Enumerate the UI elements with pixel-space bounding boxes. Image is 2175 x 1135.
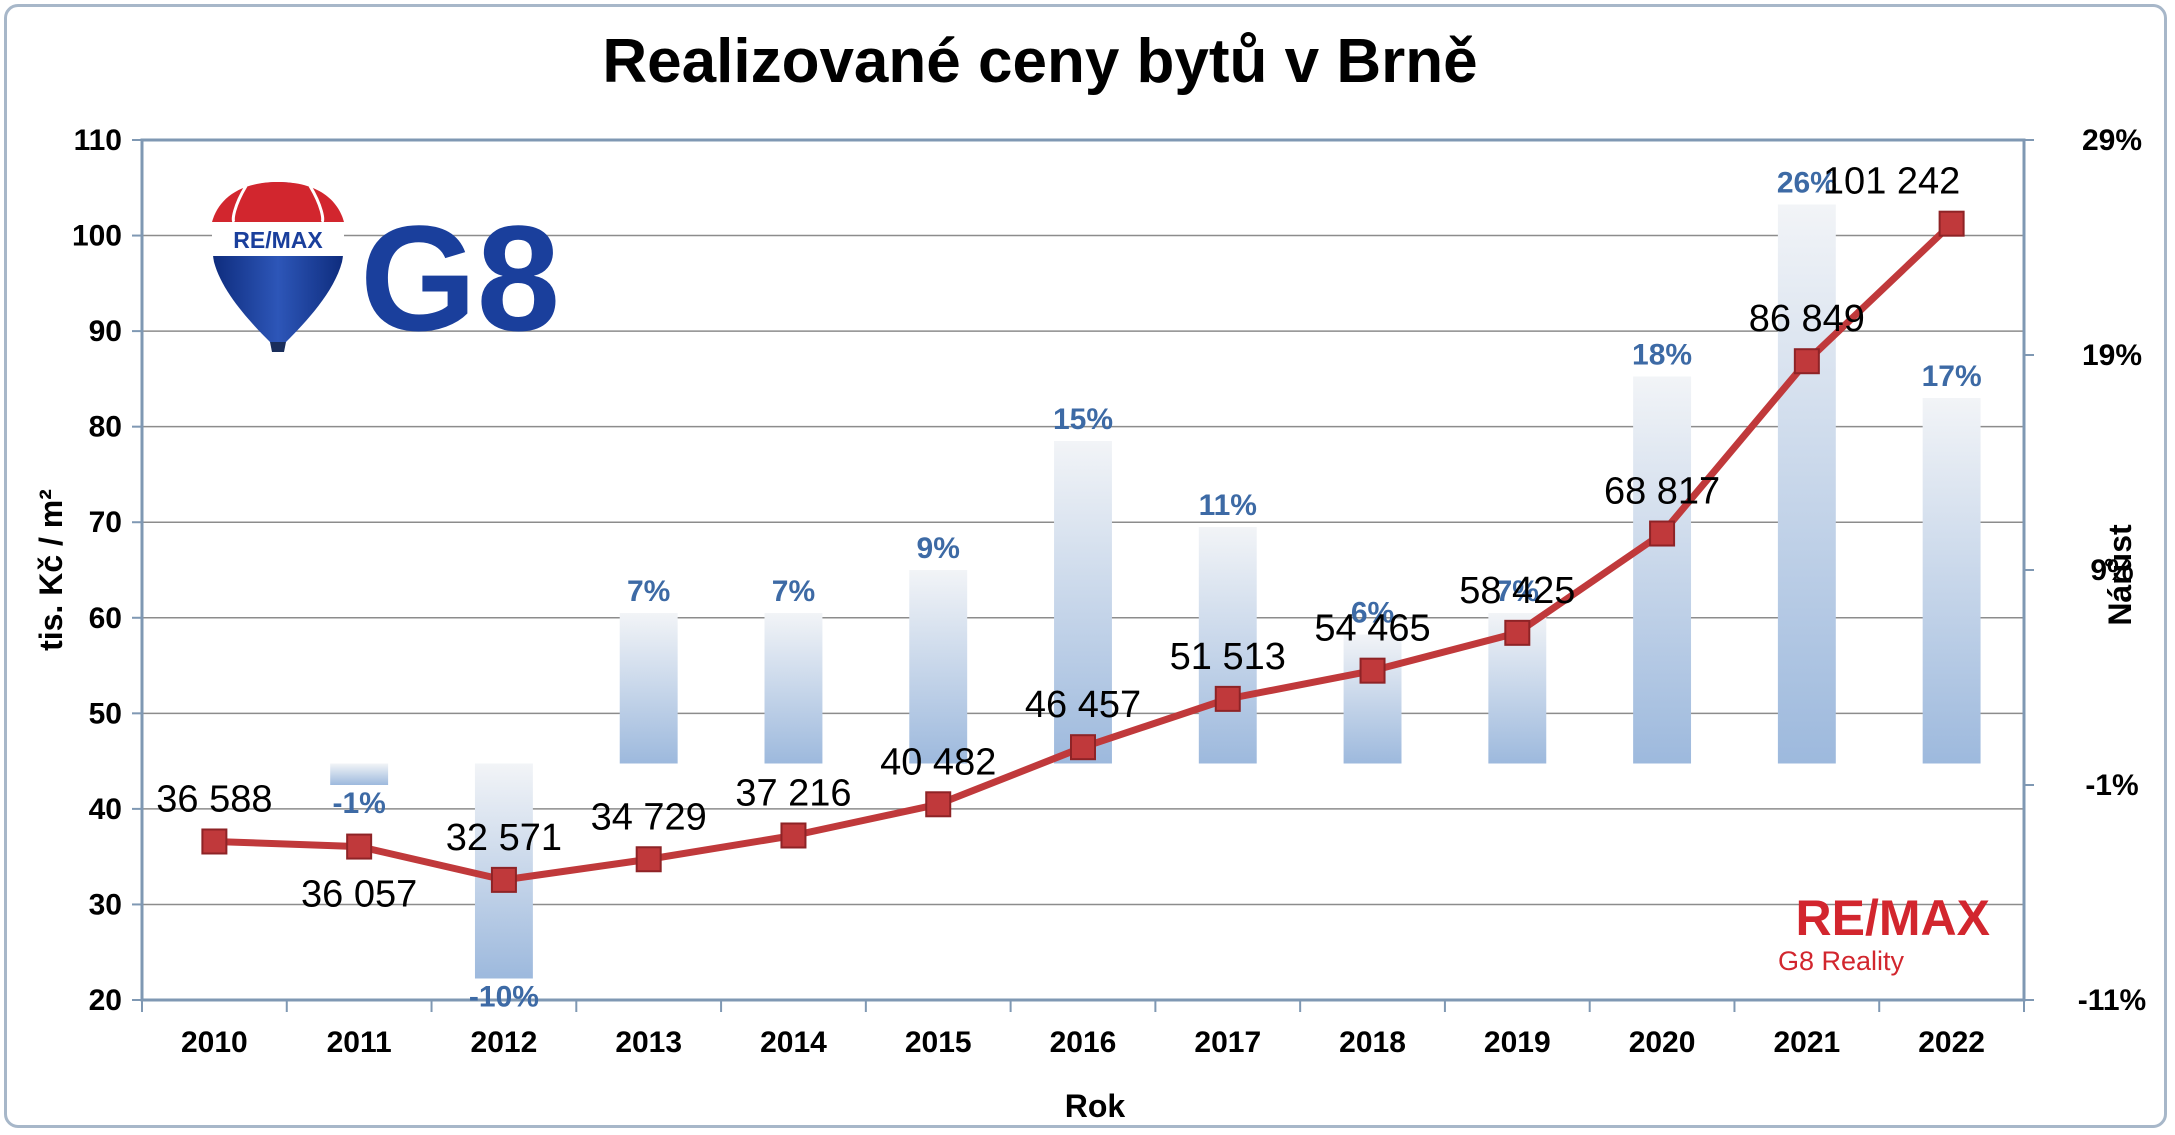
y2-tick-label: -11%	[2078, 984, 2146, 1017]
price-label: 101 242	[1823, 161, 1960, 203]
y2-tick-label: 9%	[2090, 554, 2133, 587]
x-axis-ticks: 2010 2011 2012 2013 2014 2015 2016 2017 2018 2019…	[141, 1000, 2025, 1059]
growth-label: 26%	[1777, 167, 1837, 200]
growth-label: 11%	[1199, 489, 1257, 522]
price-point	[201, 828, 228, 855]
y2-axis-title: Nárůst	[2102, 524, 2138, 626]
growth-bar	[1198, 527, 1257, 764]
price-label: 36 588	[156, 778, 272, 820]
price-label: 34 729	[591, 796, 707, 838]
price-point	[1504, 619, 1531, 646]
x-tick-label: 2022	[1918, 1026, 1985, 1059]
remax-balloon-logo: RE/MAX	[212, 182, 344, 352]
price-point	[635, 846, 662, 873]
price-line	[201, 210, 1965, 893]
growth-label: -10%	[469, 981, 539, 1014]
y-tick-label: 60	[89, 602, 122, 635]
x-tick-label: 2021	[1773, 1026, 1840, 1059]
price-label: 37 216	[735, 772, 851, 814]
growth-bar	[1633, 376, 1692, 764]
y-tick-label: 20	[89, 984, 122, 1017]
growth-bars	[330, 204, 1981, 979]
x-tick-label: 2015	[905, 1026, 972, 1059]
growth-label: -1%	[332, 787, 385, 820]
remax-logo-subtitle: G8 Reality	[1778, 946, 1905, 976]
growth-label: 9%	[917, 532, 960, 565]
y2-tick-label: 19%	[2082, 339, 2142, 372]
y-tick-label: 80	[89, 411, 122, 444]
price-label: 58 425	[1459, 570, 1575, 612]
growth-label: 17%	[1922, 360, 1982, 393]
price-point	[925, 791, 952, 818]
balloon-logo-text: RE/MAX	[233, 227, 323, 253]
chart-frame	[4, 4, 2167, 1128]
price-point	[1938, 210, 1965, 237]
price-label: 68 817	[1604, 471, 1720, 513]
price-label: 36 057	[301, 874, 417, 916]
growth-label: 7%	[627, 575, 670, 608]
growth-bar	[764, 613, 823, 764]
remax-logo-text: RE/MAX	[1796, 890, 1990, 946]
y-tick-label: 100	[72, 220, 122, 253]
growth-bar	[1054, 441, 1112, 764]
price-point	[1359, 657, 1386, 684]
growth-bar	[1922, 398, 1981, 764]
growth-bar	[330, 763, 389, 785]
growth-label: 7%	[772, 575, 815, 608]
price-labels: 36 588 36 057 32 571 34 729 37 216 40 482 46 4…	[156, 161, 1960, 916]
y2-tick-label: -1%	[2085, 769, 2138, 802]
price-label: 51 513	[1170, 636, 1286, 678]
price-point	[1793, 348, 1820, 375]
x-tick-label: 2018	[1339, 1026, 1406, 1059]
price-point	[490, 866, 517, 893]
y2-axis-ticks: -11% -1% 9% 19% 29%	[2024, 124, 2146, 1017]
y-tick-label: 40	[89, 793, 122, 826]
growth-label: 15%	[1053, 403, 1113, 436]
y-tick-label: 110	[74, 124, 122, 157]
x-tick-label: 2010	[181, 1026, 248, 1059]
x-tick-label: 2014	[760, 1026, 827, 1059]
growth-bar	[909, 570, 968, 764]
y-tick-label: 50	[89, 697, 122, 730]
percent-labels: -1% -10% 7% 7% 9% 15% 11% 6% 7% 18% 26% 17%	[332, 167, 1981, 1014]
y2-tick-label: 29%	[2082, 124, 2142, 157]
x-tick-label: 2017	[1194, 1026, 1261, 1059]
y-tick-label: 30	[89, 888, 122, 921]
price-point	[1070, 734, 1096, 761]
x-tick-label: 2020	[1629, 1026, 1696, 1059]
x-axis-title: Rok	[1065, 1088, 1126, 1124]
price-label: 32 571	[446, 817, 562, 859]
growth-bar	[1343, 634, 1402, 764]
price-label: 86 849	[1749, 298, 1865, 340]
growth-label: 18%	[1632, 339, 1692, 372]
price-label: 40 482	[880, 741, 996, 783]
y-tick-label: 70	[89, 506, 122, 539]
growth-bar	[1777, 204, 1836, 764]
y-axis-ticks: 20 30 40 50 60 70 80 90 100 110	[72, 124, 142, 1017]
price-point	[1649, 520, 1676, 547]
y-tick-label: 90	[89, 315, 122, 348]
price-point	[1214, 685, 1241, 712]
y-axis-title: tis. Kč / m²	[33, 489, 69, 651]
g8-logo: G8	[360, 194, 560, 362]
x-tick-label: 2013	[615, 1026, 682, 1059]
chart-title: Realizované ceny bytů v Brně	[602, 27, 1477, 96]
price-label: 54 465	[1314, 608, 1430, 650]
x-tick-label: 2016	[1050, 1026, 1117, 1059]
x-tick-label: 2012	[471, 1026, 538, 1059]
growth-label: 6%	[1351, 597, 1394, 630]
x-tick-label: 2019	[1484, 1026, 1551, 1059]
price-point	[780, 822, 807, 849]
growth-label: 7%	[1496, 575, 1539, 608]
price-label: 46 457	[1025, 684, 1141, 726]
x-tick-label: 2011	[327, 1026, 392, 1059]
growth-bar	[619, 613, 678, 764]
price-point	[346, 833, 373, 860]
